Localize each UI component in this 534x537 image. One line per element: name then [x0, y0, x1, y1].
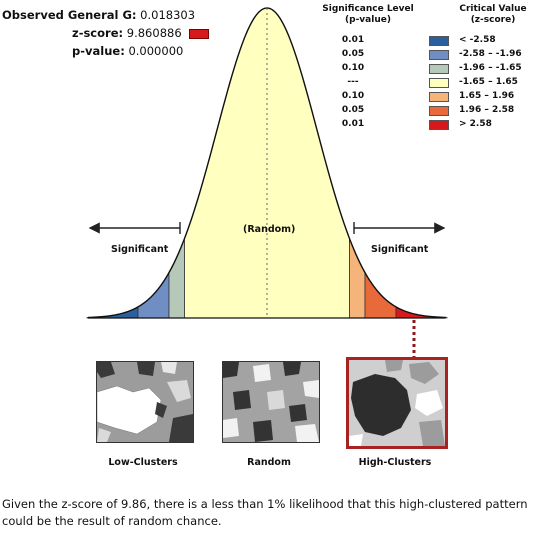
low-clusters-map: [96, 361, 194, 443]
zscore-row: z-score: 9.860886: [72, 24, 265, 42]
legend-critical-value: > 2.58: [459, 119, 492, 129]
legend-color-swatch: [429, 64, 449, 74]
legend-sig-level: 0.01: [341, 119, 365, 129]
critical-value-header-line1: Critical Value: [459, 4, 527, 14]
high-clusters-map-image: [349, 360, 445, 446]
normal-distribution-diagram: [86, 7, 448, 358]
legend-row: 0.01 < -2.58: [318, 34, 534, 46]
legend-sig-level: 0.01: [341, 35, 365, 45]
legend-critical-value: 1.65 – 1.96: [459, 91, 515, 101]
zscore-value: 9.860886: [126, 26, 182, 40]
sig-level-header-line1: Significance Level: [322, 4, 414, 14]
legend-critical-value: < -2.58: [459, 35, 496, 45]
critical-value-header-line2: (z-score): [470, 15, 516, 25]
sig-level-header: Significance Level (p-value): [318, 4, 418, 26]
legend-critical-value: -2.58 – -1.96: [459, 49, 522, 59]
interpretation-caption: Given the z-score of 9.86, there is a le…: [2, 497, 528, 528]
legend-color-swatch: [429, 36, 449, 46]
sig-level-header-line2: (p-value): [345, 15, 391, 25]
legend-row: 0.05 1.96 – 2.58: [318, 104, 534, 116]
legend-row: 0.01 > 2.58: [318, 118, 534, 130]
right-significant-label: Significant: [371, 244, 429, 255]
legend-row: 0.10 1.65 – 1.96: [318, 90, 534, 102]
left-significant-label: Significant: [111, 244, 169, 255]
legend-sig-level: ---: [347, 77, 359, 87]
legend-critical-value: -1.65 – 1.65: [459, 77, 518, 87]
zscore-label: z-score:: [72, 26, 124, 40]
legend-color-swatch: [429, 106, 449, 116]
legend-color-swatch: [429, 120, 449, 130]
legend-sig-level: 0.10: [341, 91, 365, 101]
random-label: (Random): [243, 224, 296, 235]
observed-general-g-row: Observed General G: 0.018303: [2, 6, 195, 24]
curve-band: [86, 306, 139, 319]
legend-row: --- -1.65 – 1.65: [318, 76, 534, 88]
legend-row: 0.05 -2.58 – -1.96: [318, 48, 534, 60]
pvalue-value: 0.000000: [128, 44, 184, 58]
high-clusters-label: High-Clusters: [358, 457, 432, 468]
legend-sig-level: 0.05: [341, 49, 365, 59]
legend-sig-level: 0.10: [341, 63, 365, 73]
critical-value-header: Critical Value (z-score): [448, 4, 534, 26]
pvalue-row: p-value: 0.000000: [72, 42, 265, 60]
pvalue-label: p-value:: [72, 44, 125, 58]
curve-band: [168, 238, 185, 319]
zscore-swatch: [189, 28, 210, 39]
observed-general-g-value: 0.018303: [140, 8, 196, 22]
random-map-image: [223, 362, 319, 442]
legend-sig-level: 0.05: [341, 105, 365, 115]
low-clusters-label: Low-Clusters: [108, 457, 178, 468]
legend-color-swatch: [429, 50, 449, 60]
random-map: [222, 361, 320, 443]
high-clusters-map: [346, 357, 448, 449]
low-clusters-map-image: [96, 362, 193, 442]
legend-row: 0.10 -1.96 – -1.65: [318, 62, 534, 74]
curve-band: [349, 238, 366, 319]
random-map-label: Random: [247, 457, 291, 468]
curve-band: [395, 306, 448, 319]
legend-critical-value: -1.96 – -1.65: [459, 63, 522, 73]
legend-critical-value: 1.96 – 2.58: [459, 105, 515, 115]
legend-color-swatch: [429, 78, 449, 88]
legend-color-swatch: [429, 92, 449, 102]
observed-general-g-label: Observed General G:: [2, 8, 137, 22]
statistics-panel: Observed General G: 0.018303 z-score: 9.…: [2, 6, 210, 60]
